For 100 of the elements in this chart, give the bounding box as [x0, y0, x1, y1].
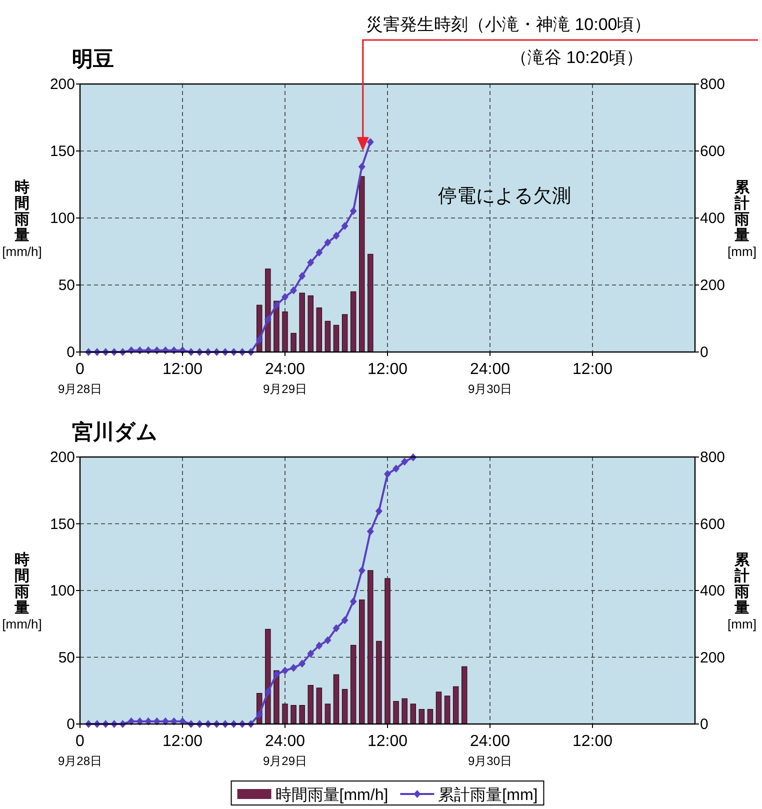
y-axis-title: 時間雨量[mm/h]	[2, 179, 42, 259]
point	[341, 616, 348, 624]
chart-title: 宮川ダム	[72, 420, 158, 444]
point	[264, 316, 272, 324]
point	[144, 717, 152, 726]
point	[264, 688, 272, 696]
x-tick-label: 12:00	[367, 361, 408, 378]
bar	[316, 688, 322, 724]
bar	[384, 578, 390, 724]
bar	[359, 176, 365, 352]
point	[341, 222, 348, 230]
x-tick-label: 12:00	[572, 361, 613, 378]
bar	[324, 704, 331, 724]
y2-tick-label: 200	[700, 649, 726, 666]
legend-label: 時間雨量[mm/h]	[275, 786, 388, 804]
bar	[299, 292, 305, 352]
point	[384, 470, 391, 478]
x-tick-label: 12:00	[162, 733, 203, 750]
point	[290, 664, 298, 672]
y2-tick-label: 400	[700, 210, 726, 227]
bar	[410, 704, 416, 724]
bar	[333, 324, 340, 352]
bar	[308, 295, 314, 352]
bar	[368, 254, 374, 352]
point	[366, 138, 374, 146]
point	[316, 248, 323, 257]
bar	[342, 314, 348, 352]
bar	[350, 644, 356, 724]
y2-tick-label: 400	[700, 582, 726, 600]
point	[350, 206, 357, 215]
point	[290, 286, 298, 294]
bar	[282, 704, 288, 724]
y-axis-title: 時間雨量[mm/h]	[2, 552, 42, 632]
y2-tick-label: 600	[700, 143, 726, 160]
point	[162, 717, 169, 726]
point	[256, 710, 263, 718]
bar	[418, 709, 425, 724]
x-tick-label: 12:00	[162, 361, 203, 378]
bar	[402, 698, 408, 724]
y-tick-label: 50	[58, 277, 75, 294]
bar	[324, 320, 331, 352]
bar	[308, 684, 314, 724]
point	[153, 717, 160, 726]
bar	[342, 688, 348, 724]
chart-title: 明豆	[72, 48, 114, 71]
point	[392, 464, 400, 473]
bar	[427, 709, 434, 724]
y-tick-label: 200	[50, 449, 75, 466]
annotation: 停電による欠測	[438, 186, 571, 207]
y2-tick-label: 0	[700, 716, 708, 733]
bar	[282, 312, 288, 352]
point	[136, 717, 144, 726]
y2-tick-label: 600	[700, 516, 726, 533]
bar	[299, 705, 305, 724]
point	[298, 272, 306, 280]
y-tick-label: 50	[58, 649, 75, 666]
y2-axis-title: 累計雨量[mm]	[728, 179, 756, 259]
point	[256, 336, 263, 344]
y-tick-label: 150	[50, 516, 75, 533]
point	[128, 717, 135, 726]
bar	[316, 307, 322, 352]
point	[358, 566, 366, 574]
y-tick-label: 200	[50, 76, 75, 93]
bar	[290, 332, 296, 352]
bar	[462, 666, 468, 724]
y-tick-label: 100	[50, 210, 75, 227]
point	[332, 624, 340, 632]
point	[282, 666, 288, 675]
point	[401, 458, 408, 466]
bar	[444, 696, 450, 724]
bar	[436, 692, 442, 724]
bar	[376, 640, 382, 724]
bar	[368, 570, 374, 724]
y2-tick-label: 800	[700, 449, 726, 466]
bar	[350, 291, 356, 352]
text: （滝谷 10:20頃）	[510, 48, 643, 67]
y2-axis-title: 累計雨量[mm]	[728, 552, 756, 632]
bar	[265, 628, 271, 724]
point	[350, 598, 357, 606]
y2-tick-label: 200	[700, 277, 726, 294]
x-tick-label: 12:00	[572, 733, 613, 750]
point	[272, 670, 280, 678]
bar	[359, 600, 365, 724]
bar	[333, 674, 340, 724]
point	[332, 232, 340, 240]
text: 災害発生時刻（小滝・神滝 10:00頃）	[366, 15, 652, 34]
y-tick-label: 0	[66, 716, 75, 733]
point	[170, 717, 178, 726]
y-tick-label: 150	[50, 143, 75, 160]
point	[375, 507, 382, 516]
point	[358, 162, 366, 171]
point	[307, 258, 314, 267]
point	[324, 238, 332, 246]
point	[366, 527, 374, 536]
bar	[265, 268, 271, 352]
y2-tick-label: 800	[700, 76, 726, 93]
legend-label: 累計雨量[mm]	[438, 786, 538, 804]
bar	[290, 705, 296, 724]
point	[298, 660, 306, 668]
bar	[452, 686, 459, 724]
